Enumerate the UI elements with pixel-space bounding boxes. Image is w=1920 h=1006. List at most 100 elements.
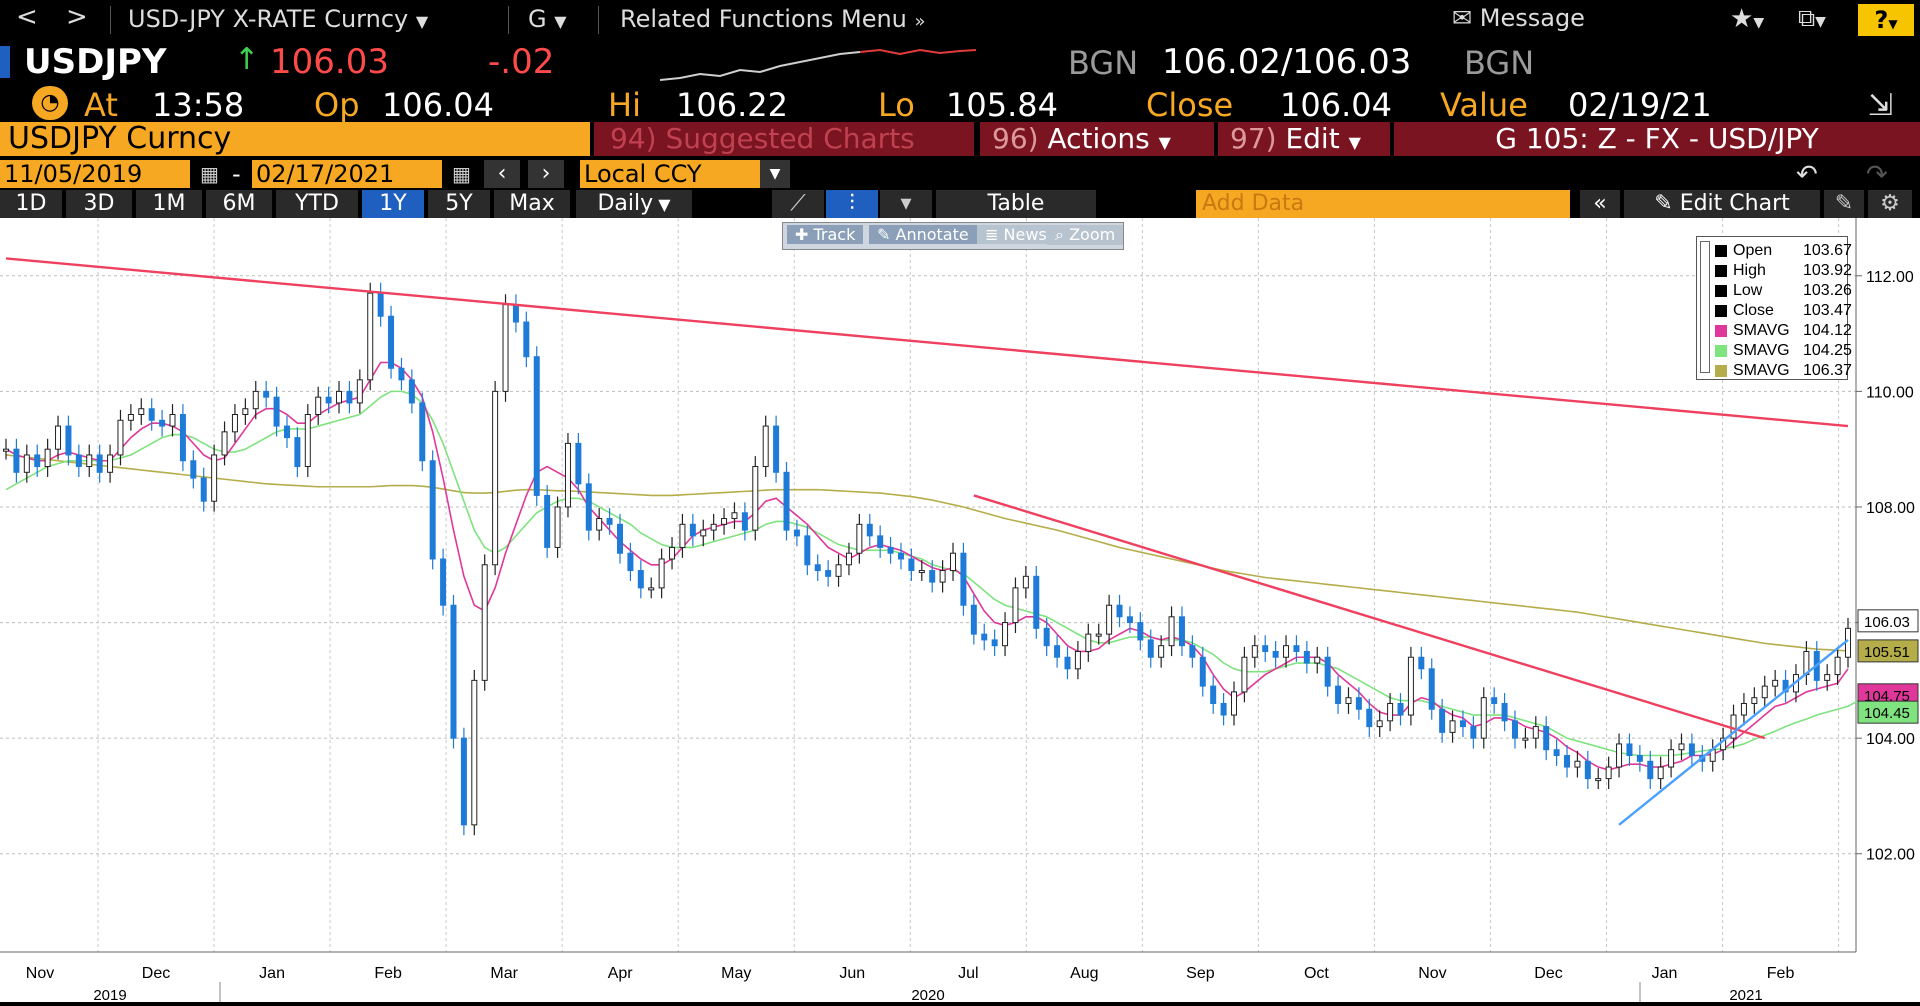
help-button[interactable]: ?▼ bbox=[1858, 4, 1914, 36]
news-label: News bbox=[1003, 225, 1047, 244]
candle-body bbox=[200, 477, 207, 502]
candle-body bbox=[1366, 708, 1373, 728]
redo-icon[interactable]: ↷ bbox=[1866, 160, 1888, 190]
last-value-label: 106.03 bbox=[1864, 614, 1910, 631]
legend-label: Open bbox=[1733, 242, 1773, 259]
x-year-label: 2019 bbox=[93, 987, 126, 1002]
caret-down-icon[interactable]: ▼ bbox=[760, 160, 790, 188]
tab-max[interactable]: Max bbox=[494, 190, 570, 218]
candle-body bbox=[741, 512, 748, 531]
last-value-tag bbox=[1857, 609, 1919, 633]
candle-body bbox=[55, 425, 62, 450]
security-dropdown[interactable]: USD-JPY X-RATE Curncy ▼ bbox=[128, 5, 428, 33]
candle-body bbox=[679, 523, 686, 548]
high-value: 106.22 bbox=[676, 86, 788, 124]
value-label: Value bbox=[1440, 86, 1528, 124]
news-tool[interactable]: ≣ News bbox=[977, 225, 1055, 244]
candle-body bbox=[835, 564, 842, 577]
candle-body bbox=[637, 570, 644, 589]
zoom-label: Zoom bbox=[1069, 225, 1116, 244]
forward-button[interactable]: > bbox=[66, 2, 88, 32]
edit-chart-button[interactable]: ✎ Edit Chart bbox=[1624, 190, 1820, 218]
draw-icon[interactable]: ✎ bbox=[1824, 190, 1864, 218]
track-tool[interactable]: ✚ Track bbox=[787, 225, 864, 244]
security-field[interactable]: USDJPY Curncy bbox=[0, 122, 590, 156]
candle-body bbox=[336, 390, 343, 404]
start-date-input[interactable]: 11/05/2019 bbox=[0, 160, 190, 188]
frequency-dropdown[interactable]: Daily ▼ bbox=[576, 190, 692, 218]
star-icon: ★ bbox=[1730, 4, 1754, 34]
candle-body bbox=[1470, 726, 1477, 739]
candle-body bbox=[773, 425, 780, 473]
zoom-tool[interactable]: ⌕ Zoom bbox=[1047, 225, 1124, 245]
currency-select[interactable]: Local CCY bbox=[580, 160, 760, 188]
message-button[interactable]: ✉ Message bbox=[1452, 4, 1585, 32]
speedometer-icon: ◔ bbox=[32, 86, 68, 120]
caret-down-icon: ▼ bbox=[554, 12, 567, 31]
legend-swatch bbox=[1715, 345, 1727, 357]
candle-body bbox=[419, 402, 426, 462]
tab-6m[interactable]: 6M bbox=[206, 190, 272, 218]
legend-swatch bbox=[1715, 285, 1727, 297]
collapse-icon[interactable]: « bbox=[1580, 190, 1620, 218]
candle-body bbox=[1106, 604, 1113, 635]
candle-body bbox=[1636, 754, 1643, 762]
tab-1y[interactable]: 1Y bbox=[362, 190, 424, 218]
function-dropdown[interactable]: G ▼ bbox=[528, 5, 567, 33]
chart-type-dropdown-icon[interactable]: ▾ bbox=[880, 190, 932, 218]
double-chevron-down-icon: » bbox=[914, 11, 926, 32]
y-tick-label: 104.00 bbox=[1866, 731, 1915, 748]
x-month-label: Jan bbox=[1652, 965, 1678, 982]
end-date-input[interactable]: 02/17/2021 bbox=[252, 160, 442, 188]
tab-3d[interactable]: 3D bbox=[66, 190, 132, 218]
table-button[interactable]: Table bbox=[936, 190, 1096, 218]
add-data-input[interactable]: Add Data bbox=[1196, 190, 1570, 218]
candle-body bbox=[1553, 749, 1560, 756]
candle-body bbox=[908, 558, 915, 572]
edit-button[interactable]: 97) Edit ▼ bbox=[1218, 122, 1390, 156]
last-value-label: 104.45 bbox=[1864, 705, 1910, 722]
window-icon: ⧉ bbox=[1798, 4, 1816, 32]
candle-body bbox=[1158, 645, 1165, 658]
gear-icon[interactable]: ⚙ bbox=[1868, 190, 1912, 218]
high-label: Hi bbox=[608, 86, 641, 124]
calendar-icon[interactable]: ▦ bbox=[452, 162, 471, 186]
candle-body bbox=[1418, 656, 1425, 670]
candle-body bbox=[1095, 633, 1102, 637]
annotate-tool[interactable]: ✎ Annotate bbox=[869, 225, 977, 244]
legend-value: 104.12 bbox=[1803, 322, 1852, 339]
tab-1d[interactable]: 1D bbox=[0, 190, 62, 218]
candle-chart-icon[interactable]: ⫶ bbox=[826, 190, 878, 218]
candle-body bbox=[981, 633, 988, 641]
candle-body bbox=[648, 587, 655, 591]
line-chart-icon[interactable]: ⟋ bbox=[772, 190, 824, 218]
legend-value: 103.26 bbox=[1803, 282, 1852, 299]
tab-5y[interactable]: 5Y bbox=[428, 190, 490, 218]
chart-settings-icon[interactable]: ⇲ bbox=[1868, 88, 1894, 123]
favorite-button[interactable]: ★▼ bbox=[1730, 4, 1764, 34]
candle-body bbox=[1616, 743, 1623, 768]
candle-body bbox=[731, 512, 738, 520]
back-button[interactable]: < bbox=[16, 2, 38, 32]
undo-icon[interactable]: ↶ bbox=[1796, 160, 1818, 190]
candle-body bbox=[606, 518, 613, 525]
related-functions-menu[interactable]: Related Functions Menu » bbox=[620, 5, 926, 33]
y-tick-label: 110.00 bbox=[1866, 384, 1914, 401]
window-button[interactable]: ⧉▼ bbox=[1798, 4, 1826, 32]
suggested-num: 94) bbox=[610, 122, 657, 155]
candle-body bbox=[1657, 766, 1664, 780]
candle-body bbox=[1740, 702, 1747, 716]
calendar-icon[interactable]: ▦ bbox=[200, 162, 219, 186]
tab-ytd[interactable]: YTD bbox=[276, 190, 358, 218]
tab-1m[interactable]: 1M bbox=[136, 190, 202, 218]
next-period-button[interactable]: › bbox=[528, 160, 564, 188]
legend-label: Low bbox=[1733, 282, 1763, 299]
ticker: USDJPY bbox=[24, 42, 167, 82]
candle-body bbox=[1480, 697, 1487, 739]
candle-body bbox=[721, 518, 728, 525]
crosshair-icon: ✚ bbox=[795, 225, 809, 244]
actions-button[interactable]: 96) Actions ▼ bbox=[980, 122, 1214, 156]
candle-body bbox=[596, 518, 603, 531]
prev-period-button[interactable]: ‹ bbox=[484, 160, 520, 188]
suggested-charts-button[interactable]: 94) Suggested Charts bbox=[594, 122, 974, 156]
